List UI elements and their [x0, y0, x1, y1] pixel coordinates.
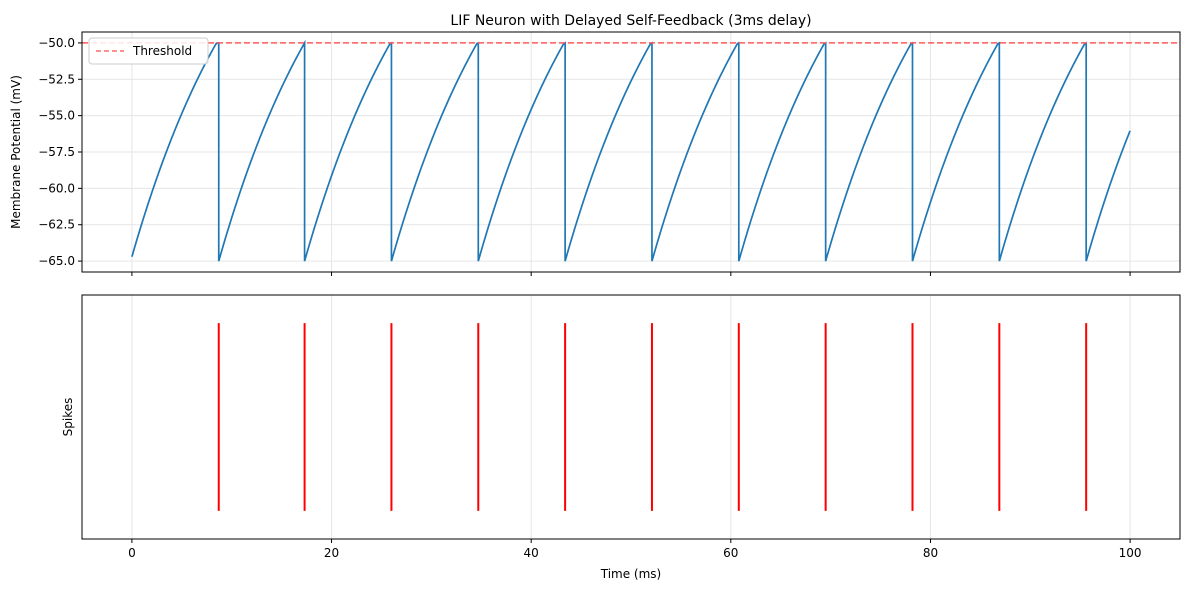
spike-raster-series: [217, 323, 1088, 511]
top-y-tick-label: −62.5: [38, 218, 75, 232]
bottom-axes: 0 20 40 60 80 100: [128, 539, 1142, 560]
top-y-tick-label: −60.0: [38, 181, 75, 195]
top-gridlines: [82, 32, 1180, 272]
bottom-x-tick-label: 40: [524, 546, 539, 560]
x-axis-label: Time (ms): [600, 567, 662, 581]
bottom-x-tick-label: 20: [324, 546, 339, 560]
bottom-y-axis-label: Spikes: [61, 398, 75, 437]
bottom-x-tick-label: 0: [128, 546, 136, 560]
bottom-plot-frame: [81, 294, 1181, 540]
spikes-panel: 0 20 40 60 80 100 Spikes Time (ms): [61, 294, 1181, 581]
membrane-potential-line: [131, 39, 1131, 262]
top-axes: −50.0 −52.5 −55.0 −57.5 −60.0 −62.5 −65.0: [38, 36, 1131, 276]
legend-threshold-label: Threshold: [132, 44, 192, 58]
top-y-tick-label: −57.5: [38, 145, 75, 159]
membrane-potential-series: [82, 39, 1180, 262]
chart-title: LIF Neuron with Delayed Self-Feedback (3…: [450, 13, 811, 29]
top-plot-frame: [81, 31, 1181, 273]
bottom-x-tick-label: 100: [1119, 546, 1142, 560]
bottom-x-tick-label: 60: [723, 546, 738, 560]
bottom-x-tick-label: 80: [923, 546, 938, 560]
bottom-gridlines: [131, 295, 1131, 539]
top-y-tick-label: −52.5: [38, 72, 75, 86]
top-y-tick-label: −65.0: [38, 254, 75, 268]
membrane-potential-panel: LIF Neuron with Delayed Self-Feedback (3…: [9, 13, 1181, 276]
top-y-tick-label: −55.0: [38, 109, 75, 123]
top-y-axis-label: Membrane Potential (mV): [9, 75, 23, 229]
top-y-tick-label: −50.0: [38, 36, 75, 50]
legend: Threshold: [88, 37, 209, 65]
legend-box: [88, 37, 209, 65]
